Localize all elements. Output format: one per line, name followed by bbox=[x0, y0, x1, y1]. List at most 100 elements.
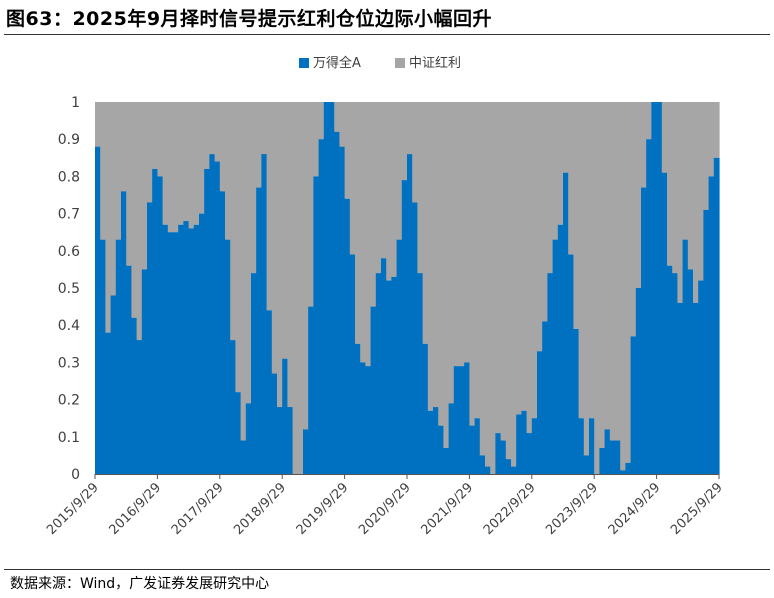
dividend-bar bbox=[594, 102, 600, 474]
dividend-bar bbox=[401, 102, 408, 181]
dividend-bar bbox=[542, 102, 548, 322]
wande-bar bbox=[188, 228, 195, 474]
dividend-bar bbox=[277, 102, 283, 408]
dividend-bar bbox=[667, 102, 673, 266]
dividend-bar bbox=[100, 102, 106, 240]
wande-bar bbox=[162, 224, 169, 474]
dividend-bar bbox=[604, 102, 611, 430]
dividend-bar bbox=[214, 102, 221, 162]
wande-bar bbox=[115, 239, 122, 474]
wande-bar bbox=[635, 288, 642, 474]
wande-bar bbox=[318, 139, 325, 474]
wande-bar bbox=[443, 447, 450, 474]
wande-bar bbox=[521, 410, 528, 474]
wande-bar bbox=[651, 102, 658, 474]
dividend-bar bbox=[266, 102, 273, 311]
wande-bar bbox=[615, 440, 621, 474]
dividend-bar bbox=[500, 102, 507, 441]
wande-bar bbox=[110, 295, 117, 474]
dividend-bar bbox=[131, 102, 138, 318]
wande-bar bbox=[344, 198, 351, 474]
x-tick-label: 2017/9/29 bbox=[169, 480, 227, 538]
x-tick-label: 2019/9/29 bbox=[294, 480, 352, 538]
y-tick-label: 0.3 bbox=[58, 355, 80, 371]
dividend-bar bbox=[105, 102, 112, 333]
wande-bar bbox=[531, 418, 538, 474]
dividend-bar bbox=[178, 102, 184, 225]
wande-bar bbox=[474, 418, 481, 474]
wande-bar bbox=[167, 232, 174, 474]
dividend-bar bbox=[167, 102, 174, 233]
dividend-bar bbox=[126, 102, 132, 266]
wande-bar bbox=[713, 157, 720, 475]
wande-bar bbox=[641, 187, 647, 474]
dividend-bar bbox=[245, 102, 252, 404]
dividend-bar bbox=[552, 102, 559, 240]
dividend-bar bbox=[162, 102, 169, 225]
dividend-bar bbox=[563, 102, 569, 173]
wande-bar bbox=[672, 273, 678, 474]
wande-bar bbox=[209, 154, 216, 474]
wande-bar bbox=[100, 239, 106, 474]
wande-bar bbox=[578, 418, 585, 474]
wande-bar bbox=[547, 273, 554, 474]
wande-bar bbox=[329, 102, 335, 474]
dividend-bar bbox=[573, 102, 580, 329]
wande-bar bbox=[391, 276, 398, 474]
wande-bar bbox=[589, 418, 595, 474]
y-tick-label: 0.7 bbox=[58, 207, 80, 223]
dividend-bar bbox=[620, 102, 626, 471]
wande-bar bbox=[131, 317, 138, 474]
dividend-bar bbox=[110, 102, 117, 296]
wande-bar bbox=[505, 459, 512, 474]
wande-bar bbox=[646, 139, 652, 474]
wande-bar bbox=[526, 433, 533, 474]
dividend-bar bbox=[261, 102, 268, 155]
dividend-bar bbox=[292, 102, 299, 474]
dividend-bar bbox=[505, 102, 512, 460]
wande-bar bbox=[407, 154, 413, 474]
dividend-bar bbox=[297, 102, 304, 474]
wande-bar bbox=[339, 146, 346, 474]
dividend-bar bbox=[303, 102, 309, 430]
wande-bar bbox=[204, 168, 210, 474]
wande-bar bbox=[687, 269, 694, 474]
dividend-bar bbox=[147, 102, 153, 203]
wande-bar bbox=[178, 224, 184, 474]
wande-bar bbox=[219, 191, 226, 474]
dividend-bar bbox=[469, 102, 476, 426]
dividend-bar bbox=[479, 102, 486, 456]
dividend-bar bbox=[375, 102, 382, 274]
wande-bar bbox=[620, 470, 626, 474]
wande-bar bbox=[500, 440, 507, 474]
y-tick-label: 0.5 bbox=[58, 281, 80, 297]
dividend-bar bbox=[433, 102, 439, 408]
wande-bar bbox=[667, 265, 673, 474]
dividend-bar bbox=[370, 102, 377, 307]
dividend-bar bbox=[157, 102, 164, 177]
dividend-bar bbox=[136, 102, 143, 341]
wande-bar bbox=[282, 358, 288, 474]
dividend-bar bbox=[537, 102, 543, 352]
dividend-bar bbox=[204, 102, 210, 169]
dividend-bar bbox=[526, 102, 533, 434]
dividend-bar bbox=[193, 102, 200, 225]
wande-bar bbox=[552, 239, 559, 474]
wande-bar bbox=[693, 302, 699, 474]
dividend-bar bbox=[334, 102, 340, 132]
wande-bar bbox=[630, 336, 637, 474]
wande-bar bbox=[542, 321, 548, 474]
dividend-bar bbox=[687, 102, 694, 270]
wande-bar bbox=[563, 172, 569, 474]
wande-bar bbox=[495, 433, 502, 474]
dividend-bar bbox=[495, 102, 502, 434]
dividend-bar bbox=[188, 102, 195, 229]
wande-bar bbox=[261, 154, 268, 474]
dividend-bar bbox=[396, 102, 403, 240]
dividend-bar bbox=[568, 102, 574, 255]
wande-bar bbox=[464, 362, 470, 474]
dividend-bar bbox=[630, 102, 637, 337]
wande-bar bbox=[323, 102, 330, 474]
wande-bar bbox=[557, 224, 564, 474]
